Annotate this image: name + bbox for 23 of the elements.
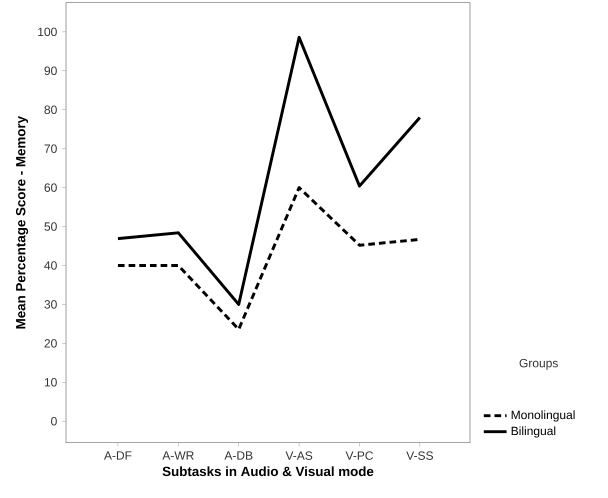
y-tick-label: 50: [44, 222, 57, 231]
y-tick-label: 0: [51, 416, 57, 426]
y-tick-label: 40: [44, 261, 57, 270]
x-tick-label: A-DF: [104, 451, 132, 460]
y-tick-label: 90: [44, 66, 57, 76]
x-tick-label: V-AS: [285, 451, 312, 460]
y-tick-label: 70: [44, 144, 57, 153]
x-tick-label: A-DB: [224, 451, 252, 460]
line-series: [116, 36, 422, 306]
x-tick-label: V-PC: [346, 451, 374, 460]
x-tick-label: V-SS: [406, 451, 434, 460]
y-axis-title: Mean Percentage Score - Memory: [16, 116, 28, 328]
legend-title: Groups: [520, 358, 558, 370]
y-tick-label: 60: [44, 183, 57, 192]
legend-label: Bilingual: [512, 426, 556, 438]
legend-label: Monolingual: [512, 410, 575, 422]
y-tick-label: 100: [38, 28, 57, 36]
y-tick-label: 80: [44, 105, 57, 114]
x-tick-label: A-WR: [162, 451, 194, 460]
y-tick-label: 30: [44, 300, 57, 309]
y-tick-label: 20: [44, 339, 57, 348]
x-axis-title: Subtasks in Audio & Visual mode: [162, 466, 374, 476]
y-tick-label: 10: [44, 378, 57, 387]
